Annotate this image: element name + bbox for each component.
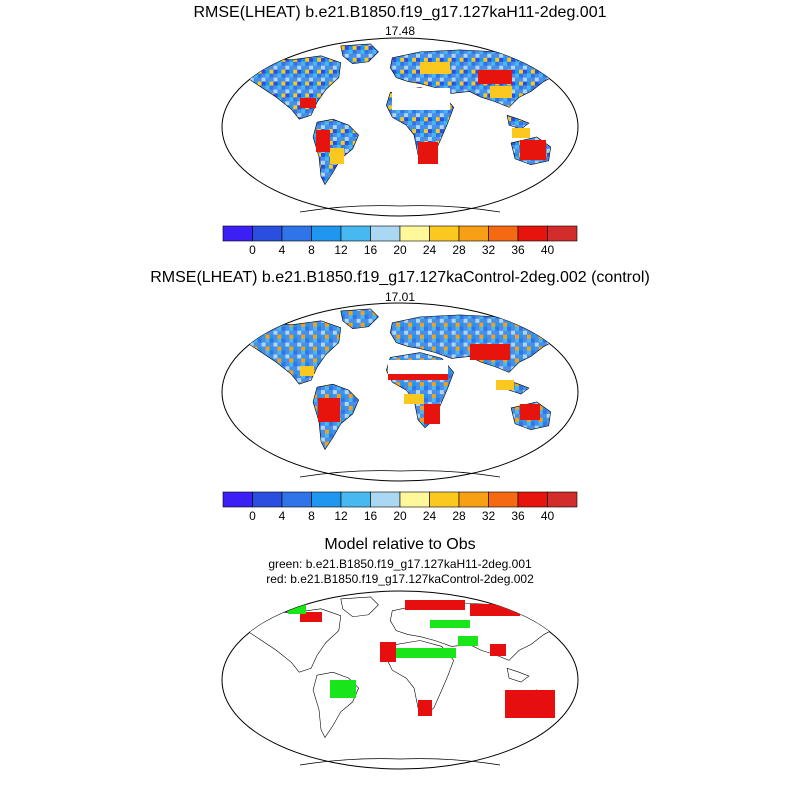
panel1-title: RMSE(LHEAT) b.e21.B1850.f19_g17.127kaH11… <box>193 4 607 21</box>
colorbar-swatch <box>547 491 578 508</box>
map3-red-areas <box>300 600 555 718</box>
colorbar-swatch <box>370 491 401 508</box>
map3-antarctica <box>299 758 501 766</box>
colorbar-tick-label: 36 <box>511 509 525 523</box>
colorbar-swatch <box>399 491 430 508</box>
colorbar-swatch <box>517 491 548 508</box>
map1-antarctica <box>299 205 501 213</box>
map2-antarctica <box>299 470 501 478</box>
panel3-legend-red: red: b.e21.B1850.f19_g17.127kaControl-2d… <box>266 572 534 586</box>
colorbar-tick-label: 24 <box>423 243 437 257</box>
colorbar-swatch <box>517 225 548 242</box>
colorbar-tick-label: 40 <box>541 243 555 257</box>
colorbar-tick-label: 32 <box>482 243 496 257</box>
colorbar-tick-label: 4 <box>279 243 286 257</box>
colorbar-tick-label: 40 <box>541 509 555 523</box>
map2-panel <box>221 302 579 482</box>
colorbar-tick-label: 12 <box>334 509 348 523</box>
panel3-title: Model relative to Obs <box>324 536 476 553</box>
colorbar-swatch <box>429 225 460 242</box>
colorbar2: 0 4 8 12 16 20 24 28 32 36 40 <box>222 491 578 523</box>
colorbar-swatch <box>399 225 430 242</box>
colorbar-swatch <box>281 491 312 508</box>
panel3-legend-green: green: b.e21.B1850.f19_g17.127kaH11-2deg… <box>268 557 532 571</box>
map2-warm-areas <box>300 366 514 404</box>
map1-warm-areas <box>330 62 530 164</box>
colorbar-tick-label: 36 <box>511 243 525 257</box>
colorbar-tick-label: 20 <box>393 509 407 523</box>
panel1-rmse-value: 17.48 <box>384 24 416 38</box>
colorbar-tick-label: 16 <box>364 509 378 523</box>
colorbar-tick-label: 28 <box>452 243 466 257</box>
map3-panel <box>221 590 579 770</box>
colorbar-swatch <box>458 225 489 242</box>
colorbar1: 0 4 8 12 16 20 24 28 32 36 40 <box>222 225 578 257</box>
map2-hotspots <box>318 344 540 424</box>
colorbar-tick-label: 28 <box>452 509 466 523</box>
colorbar-swatch <box>429 491 460 508</box>
panel2-title: RMSE(LHEAT) b.e21.B1850.f19_g17.127kaCon… <box>150 269 650 286</box>
colorbar-tick-label: 8 <box>308 509 315 523</box>
colorbar-swatch <box>222 491 253 508</box>
colorbar-tick-label: 4 <box>279 509 286 523</box>
map3-green-areas <box>288 604 478 698</box>
colorbar-swatch <box>281 225 312 242</box>
colorbar-swatch <box>252 225 283 242</box>
colorbar-tick-label: 12 <box>334 243 348 257</box>
colorbar-tick-label: 24 <box>423 509 437 523</box>
map1-hotspots <box>300 70 546 164</box>
colorbar-tick-label: 16 <box>364 243 378 257</box>
colorbar-swatch <box>340 491 371 508</box>
colorbar-swatch <box>252 491 283 508</box>
colorbar-swatch <box>488 491 519 508</box>
colorbar-swatch <box>311 225 342 242</box>
colorbar-swatch <box>370 225 401 242</box>
colorbar-swatch <box>311 491 342 508</box>
map2-missing-data <box>388 360 448 374</box>
colorbar-swatch <box>488 225 519 242</box>
colorbar-swatch <box>222 225 253 242</box>
colorbar-tick-label: 0 <box>249 509 256 523</box>
colorbar-tick-label: 8 <box>308 243 315 257</box>
colorbar-swatch <box>547 225 578 242</box>
map1-panel <box>221 37 579 217</box>
colorbar-swatch <box>340 225 371 242</box>
map1-missing-data <box>392 88 450 110</box>
colorbar-swatch <box>458 491 489 508</box>
colorbar-tick-label: 32 <box>482 509 496 523</box>
panel2-rmse-value: 17.01 <box>384 290 416 304</box>
colorbar-tick-label: 0 <box>249 243 256 257</box>
colorbar-tick-label: 20 <box>393 243 407 257</box>
